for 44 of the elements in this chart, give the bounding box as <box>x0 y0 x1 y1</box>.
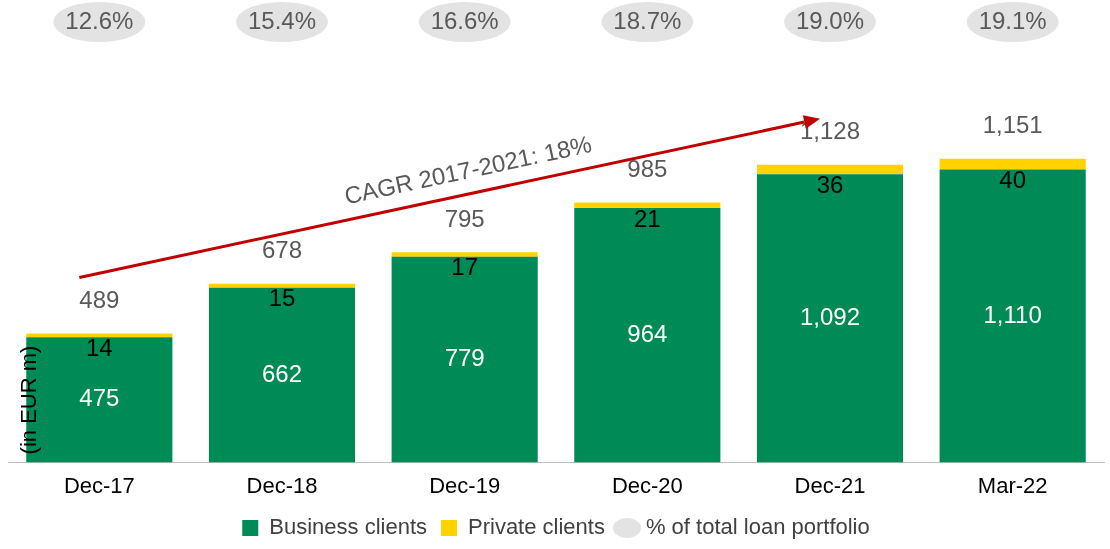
data-label: 1,110 <box>983 300 1042 328</box>
data-label: 779 <box>444 344 485 372</box>
data-label: 964 <box>627 319 668 347</box>
total-label: 678 <box>261 236 303 264</box>
bar <box>391 252 538 257</box>
bar <box>756 164 904 175</box>
y-axis-title: (in EUR m) <box>16 345 42 455</box>
x-tick-label: Mar-22 <box>977 472 1048 498</box>
data-label: 14 <box>85 333 113 361</box>
text: 16.6% <box>430 6 499 34</box>
x-tick-label: Dec-20 <box>611 472 683 498</box>
x-tick-label: Dec-21 <box>794 472 866 498</box>
text: 19.0% <box>795 6 865 34</box>
data-label: 475 <box>79 384 120 412</box>
bar <box>574 202 721 208</box>
total-label: 1,151 <box>982 111 1043 139</box>
legend-label: Private clients <box>468 514 605 540</box>
data-label: 17 <box>451 253 479 281</box>
bar <box>756 174 904 463</box>
data-label: 21 <box>633 204 661 232</box>
bar <box>391 256 538 463</box>
data-label: 662 <box>261 359 303 387</box>
text: 19.1% <box>978 6 1047 34</box>
bar <box>26 333 173 338</box>
text: 15.4% <box>247 6 317 34</box>
bar <box>208 283 356 288</box>
x-tick-label: Dec-19 <box>429 472 501 498</box>
text: % of total loan portfolio <box>645 514 870 540</box>
text: 18.7% <box>613 6 682 34</box>
total-label: 489 <box>79 286 120 314</box>
data-label: 36 <box>816 170 844 198</box>
legend-label: Business clients <box>269 514 428 540</box>
data-label: 15 <box>268 284 296 312</box>
bar <box>939 169 1086 463</box>
text: 12.6% <box>65 6 134 34</box>
total-label: 1,128 <box>799 117 861 145</box>
data-label: 1,092 <box>799 303 861 331</box>
total-label: 985 <box>627 155 668 183</box>
bar <box>208 287 356 463</box>
data-label: 40 <box>999 166 1027 194</box>
bar <box>939 158 1086 170</box>
bar <box>574 207 721 463</box>
x-tick-label: Dec-18 <box>246 472 318 498</box>
x-tick-label: Dec-17 <box>63 472 135 498</box>
